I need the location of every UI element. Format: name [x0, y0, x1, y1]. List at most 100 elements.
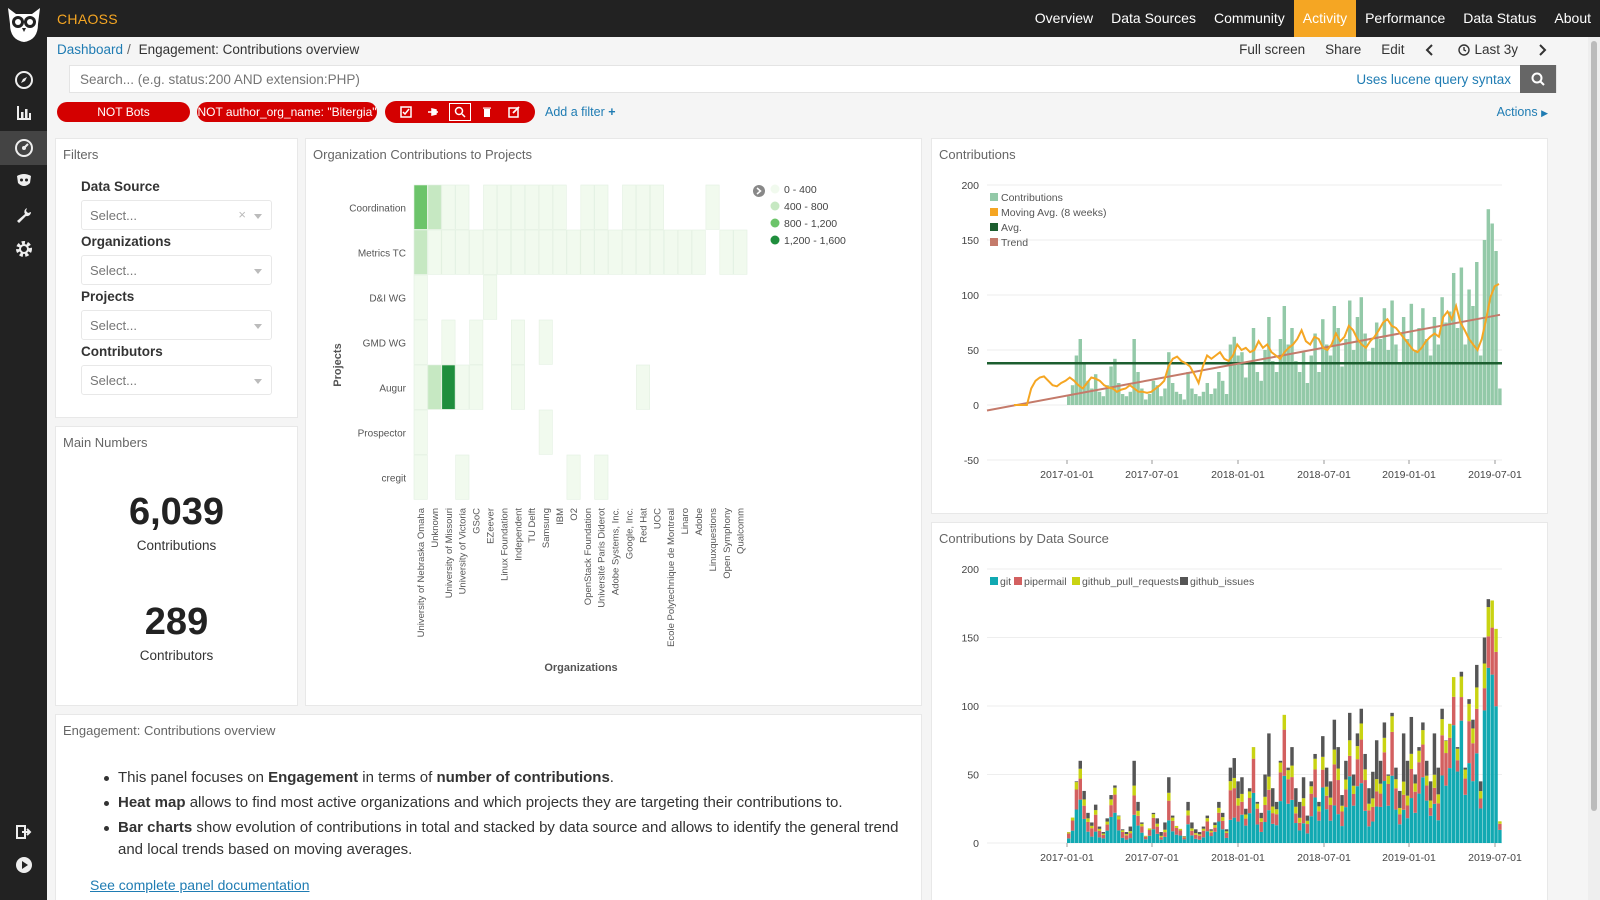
- contributions-bar: [1328, 355, 1333, 405]
- heatmap-row-label: D&I WG: [369, 294, 406, 305]
- data-source-label: Data Source: [81, 179, 160, 194]
- caret-right-icon: ▶: [1541, 108, 1548, 118]
- owl-logo-icon[interactable]: [2, 2, 46, 46]
- heatmap-cell: [622, 184, 637, 230]
- stacked-bar-segment: [1143, 839, 1148, 843]
- contributors-count: 289: [144, 601, 209, 643]
- heatmap-column-label: Qualcomm: [736, 508, 747, 554]
- stacked-bar-segment: [1494, 628, 1498, 652]
- text-bold: number of contributions: [436, 769, 610, 786]
- text-bold: Engagement: [268, 769, 359, 786]
- edit-button[interactable]: Edit: [1381, 42, 1405, 57]
- visualize-icon[interactable]: [0, 97, 47, 129]
- stacked-bar-segment: [1086, 818, 1090, 822]
- collapse-play-icon[interactable]: [0, 849, 47, 881]
- contributions-bar: [1174, 391, 1179, 405]
- time-back-chevron-icon[interactable]: [1424, 43, 1438, 56]
- legend-toggle-chevron-icon[interactable]: [753, 185, 765, 197]
- stacked-bar-segment: [1355, 746, 1360, 760]
- contributors-select[interactable]: Select...: [81, 365, 272, 395]
- stacked-bar-segment: [1367, 803, 1371, 811]
- nav-overview[interactable]: Overview: [1034, 10, 1094, 26]
- logout-icon[interactable]: [0, 816, 47, 848]
- add-filter-link[interactable]: Add a filter +: [545, 105, 616, 119]
- chevron-down-icon: [254, 379, 262, 384]
- stacked-bar-segment: [1217, 807, 1221, 813]
- organizations-select[interactable]: Select...: [81, 255, 272, 285]
- stacked-bar-segment: [1124, 839, 1129, 843]
- contributions-bar: [1490, 223, 1494, 405]
- toggle-filter-zoom-icon[interactable]: [449, 103, 471, 121]
- heatmap-cell: [538, 184, 553, 230]
- stacked-bar-segment: [1159, 837, 1163, 840]
- pin-filter-icon[interactable]: [422, 103, 444, 121]
- stacked-bar-segment: [1101, 834, 1106, 839]
- text: allows to find most active organizations…: [185, 794, 843, 811]
- contributions-bar: [1082, 363, 1086, 405]
- stacked-bar-segment: [1382, 737, 1387, 753]
- actions-link[interactable]: Actions ▶: [1497, 105, 1548, 119]
- stacked-bar-segment: [1486, 667, 1491, 843]
- projects-select[interactable]: Select...: [81, 310, 272, 340]
- data-source-select[interactable]: Select... ×: [81, 200, 272, 230]
- contributions-bar: [1398, 363, 1402, 405]
- nav-data-sources[interactable]: Data Sources: [1111, 10, 1196, 26]
- legend-swatch: [1072, 577, 1080, 585]
- stacked-bar-segment: [1398, 790, 1402, 808]
- stacked-bar-segment: [1263, 774, 1267, 797]
- nav-data-status[interactable]: Data Status: [1463, 10, 1537, 26]
- time-forward-chevron-icon[interactable]: [1538, 43, 1552, 56]
- contributions-bar: [1401, 317, 1406, 405]
- breadcrumb-dashboard-link[interactable]: Dashboard: [57, 42, 124, 57]
- clear-x-icon[interactable]: ×: [238, 207, 246, 222]
- heatmap-cell: [524, 229, 539, 275]
- y-tick-label: 50: [967, 770, 979, 782]
- stacked-bar-segment: [1490, 674, 1494, 843]
- search-button[interactable]: [1520, 65, 1556, 93]
- lucene-syntax-link[interactable]: Uses lucene query syntax: [1356, 72, 1511, 87]
- dev-tools-wrench-icon[interactable]: [0, 199, 47, 231]
- filter-pill-not-bitergia[interactable]: NOT author_org_name: "Bitergia": [197, 102, 377, 122]
- full-screen-button[interactable]: Full screen: [1239, 42, 1306, 57]
- heatmap-column-label: Open Symphony: [722, 508, 733, 579]
- heatmap-cell: [469, 364, 484, 410]
- stacked-bar-segment: [1297, 822, 1302, 831]
- stacked-bar-segment: [1463, 769, 1467, 779]
- settings-gear-icon[interactable]: [0, 233, 47, 265]
- timelion-icon[interactable]: [0, 165, 47, 197]
- stacked-bar-segment: [1228, 767, 1233, 782]
- stacked-bar-segment: [1278, 772, 1283, 802]
- nav-about[interactable]: About: [1554, 10, 1591, 26]
- scrollbar-thumb[interactable]: [1591, 41, 1597, 811]
- filter-pill-not-bots[interactable]: NOT Bots: [57, 102, 190, 122]
- stacked-bar-segment: [1417, 747, 1421, 751]
- stacked-bar-segment: [1090, 822, 1094, 826]
- stacked-bar-segment: [1113, 794, 1117, 813]
- enable-filter-icon[interactable]: [395, 103, 417, 121]
- discover-icon[interactable]: [0, 64, 47, 96]
- vertical-scrollbar[interactable]: [1588, 37, 1600, 900]
- stacked-bar-segment: [1205, 831, 1210, 843]
- share-button[interactable]: Share: [1325, 42, 1362, 57]
- stacked-bar-segment: [1386, 775, 1390, 784]
- stacked-bar-segment: [1082, 818, 1086, 843]
- dashboard-icon[interactable]: [0, 131, 47, 165]
- stacked-bar-segment: [1232, 788, 1236, 818]
- stacked-bar-segment: [1336, 768, 1340, 781]
- time-picker-button[interactable]: Last 3y: [1458, 42, 1518, 57]
- contributions-bar: [1367, 361, 1371, 405]
- nav-community[interactable]: Community: [1213, 10, 1285, 26]
- stacked-bar-segment: [1259, 821, 1263, 832]
- search-input[interactable]: [80, 69, 1180, 89]
- nav-activity[interactable]: Activity: [1293, 0, 1357, 37]
- stacked-bar-segment: [1174, 825, 1179, 828]
- stacked-bar-segment: [1117, 815, 1121, 817]
- delete-filter-trash-icon[interactable]: [476, 103, 498, 121]
- stacked-bar-segment: [1217, 801, 1221, 808]
- panel-documentation-link[interactable]: See complete panel documentation: [90, 877, 310, 893]
- nav-performance[interactable]: Performance: [1365, 10, 1446, 26]
- stacked-bar-segment: [1147, 835, 1152, 843]
- edit-filter-icon[interactable]: [503, 103, 525, 121]
- trend-line: [986, 313, 1501, 412]
- legend-label: Moving Avg. (8 weeks): [1001, 207, 1106, 219]
